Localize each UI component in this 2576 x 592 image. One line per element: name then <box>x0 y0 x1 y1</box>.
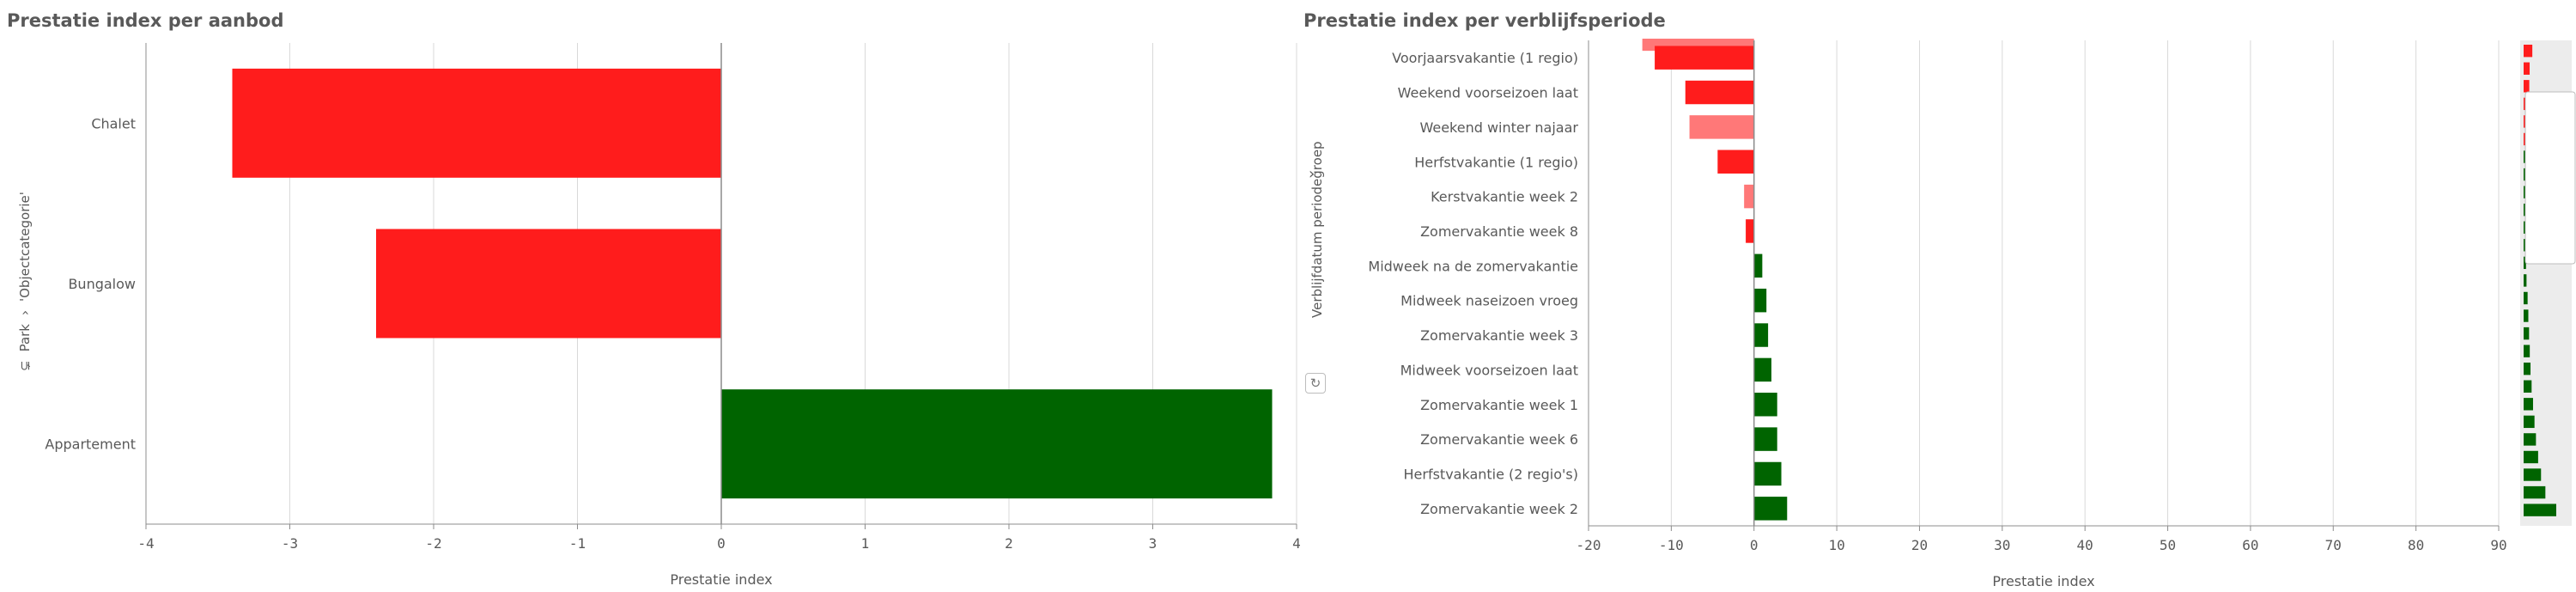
bar-4[interactable] <box>1744 184 1754 209</box>
bar-1[interactable] <box>1685 80 1754 105</box>
bar-2[interactable] <box>721 389 1273 499</box>
y-tick-label: Weekend voorseizoen laat <box>1398 85 1578 101</box>
x-tick-label: 90 <box>2490 537 2506 553</box>
chart-title: Prestatie index per verblijfsperiode <box>1303 10 1666 31</box>
refresh-icon[interactable]: ↻ <box>1305 373 1326 394</box>
x-tick-label: 2 <box>1005 535 1013 552</box>
y-tick-label: Kerstvakantie week 2 <box>1431 189 1578 205</box>
mini-bar-16 <box>2524 327 2530 340</box>
bar-8[interactable] <box>1753 323 1769 347</box>
x-tick-label: 60 <box>2242 537 2258 553</box>
y-tick-label: Bungalow <box>68 276 136 292</box>
bar-7[interactable] <box>1753 288 1767 313</box>
mini-bar-8 <box>2524 186 2525 198</box>
bar-5[interactable] <box>1746 219 1754 243</box>
mini-bar-15 <box>2524 309 2529 322</box>
x-tick-label: 20 <box>1911 537 1928 553</box>
y-tick-label: Zomervakantie week 6 <box>1420 431 1578 448</box>
x-tick-label: 3 <box>1149 535 1157 552</box>
mini-bar-6 <box>2524 150 2525 163</box>
bar-12[interactable] <box>1753 461 1782 486</box>
mini-bar-11 <box>2524 239 2526 252</box>
x-tick-label: 10 <box>1828 537 1844 553</box>
bar-13[interactable] <box>1753 497 1788 521</box>
chart-panel-aanbod: Prestatie index per aanbod ⊊Park›'Object… <box>7 10 1301 588</box>
bar-11[interactable] <box>1753 427 1777 451</box>
y-tick-label: Herfstvakantie (2 regio's) <box>1404 466 1579 482</box>
y-tick-label: Chalet <box>91 115 136 131</box>
mini-bar-21 <box>2524 415 2535 429</box>
mini-bar-13 <box>2524 274 2527 287</box>
y-tick-label: Midweek voorseizoen laat <box>1400 362 1578 378</box>
mini-bar-5 <box>2524 132 2525 146</box>
x-tick-label: 0 <box>717 535 726 552</box>
chart-title: Prestatie index per aanbod <box>7 10 284 31</box>
x-tick-label: -20 <box>1577 537 1601 553</box>
x-tick-label: 30 <box>1994 537 2010 553</box>
x-axis-title: Prestatie index <box>670 571 772 588</box>
y-tick-label: Midweek naseizoen vroeg <box>1400 293 1578 309</box>
x-tick-label: 70 <box>2325 537 2342 553</box>
mini-bar-12 <box>2524 256 2526 270</box>
mini-bar-25 <box>2524 485 2546 499</box>
mini-bar-4 <box>2524 115 2525 128</box>
y-tick-label: Herfstvakantie (1 regio) <box>1414 154 1578 170</box>
mini-bar-1 <box>2524 62 2530 75</box>
x-tick-label: 4 <box>1292 535 1301 552</box>
mini-bar-26 <box>2524 504 2556 516</box>
x-tick-label: -1 <box>569 535 586 552</box>
mini-bar-9 <box>2524 204 2525 217</box>
bar-9[interactable] <box>1753 357 1771 382</box>
mini-bar-0 <box>2524 45 2533 58</box>
bar-6[interactable] <box>1753 253 1763 278</box>
bar-chart-aanbod: -4 -3 -2 -1 0 1 2 3 4 Chalet Bungalow Appartement Pr… <box>45 43 1301 588</box>
mini-bar-14 <box>2524 291 2528 305</box>
mini-bar-7 <box>2524 168 2525 181</box>
x-tick-label: -2 <box>425 535 441 552</box>
x-tick-label: 0 <box>1750 537 1759 553</box>
scrollbar-thumb[interactable] <box>2524 91 2576 265</box>
mini-bar-19 <box>2524 380 2532 393</box>
bar-10[interactable] <box>1753 393 1777 417</box>
x-tick-label: 40 <box>2077 537 2093 553</box>
x-tick-label: -10 <box>1659 537 1684 553</box>
bar-0[interactable] <box>232 68 722 178</box>
bar-1[interactable] <box>376 229 721 339</box>
bar-2[interactable] <box>1689 115 1754 139</box>
x-tick-label: 1 <box>861 535 870 552</box>
y-tick-label: Midweek na de zomervakantie <box>1368 258 1578 274</box>
mini-bar-17 <box>2524 345 2530 357</box>
y-tick-label: Voorjaarsvakantie (1 regio) <box>1392 50 1578 66</box>
y-tick-label: Appartement <box>45 436 136 453</box>
x-tick-label: -4 <box>137 535 154 552</box>
bar-3[interactable] <box>1717 150 1754 174</box>
x-tick-label: -3 <box>282 535 298 552</box>
mini-bar-20 <box>2524 398 2533 411</box>
y-tick-label: Zomervakantie week 1 <box>1420 397 1578 413</box>
bar-chart-verblijfsperiode: -20 -10 0 10 20 30 40 50 60 70 80 90 Voorjaarsvakant… <box>1368 39 2576 589</box>
chevron-right-icon[interactable]: › <box>1309 165 1315 183</box>
mini-bar-2 <box>2524 80 2530 93</box>
bar-0[interactable] <box>1655 46 1754 70</box>
x-axis-title: Prestatie index <box>1992 573 2094 589</box>
mini-bar-22 <box>2524 433 2537 446</box>
mini-bar-23 <box>2524 450 2538 464</box>
y-tick-label: Zomervakantie week 8 <box>1420 223 1578 240</box>
x-tick-label: 50 <box>2160 537 2176 553</box>
mini-bar-24 <box>2524 468 2542 481</box>
x-tick-label: 80 <box>2408 537 2424 553</box>
y-tick-label: Weekend winter najaar <box>1419 119 1578 136</box>
mini-bar-18 <box>2524 363 2531 375</box>
y-tick-label: Zomervakantie week 2 <box>1420 501 1578 517</box>
y-tick-label: Zomervakantie week 3 <box>1420 327 1578 344</box>
mini-bar-10 <box>2524 221 2526 234</box>
chart-panel-verblijfsperiode: Prestatie index per verblijfsperiode › V… <box>1297 0 2576 592</box>
